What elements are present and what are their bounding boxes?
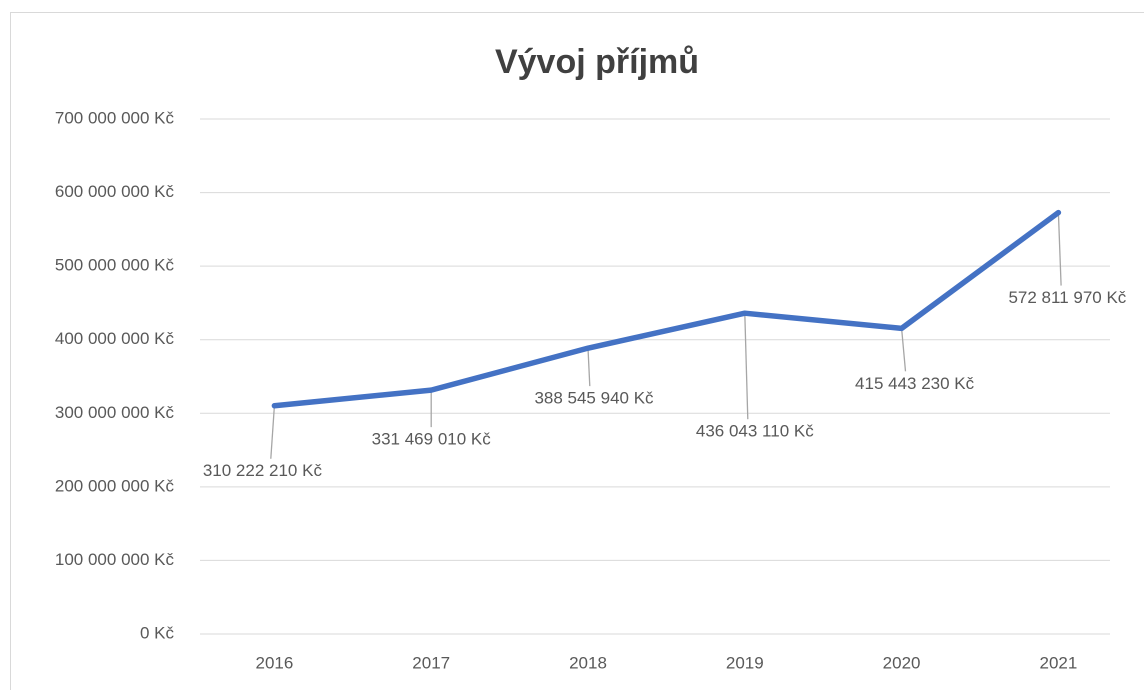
x-tick-label: 2021 <box>1039 653 1077 672</box>
y-tick-label: 500 000 000 Kč <box>55 256 175 275</box>
chart-title: Vývoj příjmů <box>495 43 699 81</box>
leader-line <box>1057 212 1062 286</box>
data-label: 331 469 010 Kč <box>372 430 492 449</box>
y-tick-label: 100 000 000 Kč <box>55 550 175 569</box>
line <box>271 209 1062 409</box>
x-tick-label: 2019 <box>726 653 764 672</box>
y-tick-label: 0 Kč <box>140 623 175 642</box>
leader-line <box>270 405 276 459</box>
y-tick-label: 700 000 000 Kč <box>55 108 175 127</box>
x-tick-label: 2020 <box>883 653 921 672</box>
data-label: 415 443 230 Kč <box>855 374 975 393</box>
data-label: 310 222 210 Kč <box>203 461 323 480</box>
leader-line <box>587 348 591 387</box>
data-label: 436 043 110 Kč <box>696 422 814 441</box>
x-tick-label: 2018 <box>569 653 607 672</box>
leader-line <box>900 328 907 372</box>
chart-border <box>10 12 1144 690</box>
data-label: 388 545 940 Kč <box>534 389 654 408</box>
leader-line <box>744 313 749 420</box>
x-tick-label: 2017 <box>412 653 450 672</box>
y-tick-label: 600 000 000 Kč <box>55 182 175 201</box>
y-tick-label: 400 000 000 Kč <box>55 329 175 348</box>
y-tick-label: 300 000 000 Kč <box>55 403 175 422</box>
data-label: 572 811 970 Kč <box>1008 288 1126 307</box>
x-tick-label: 2016 <box>255 653 293 672</box>
y-tick-label: 200 000 000 Kč <box>55 476 175 495</box>
